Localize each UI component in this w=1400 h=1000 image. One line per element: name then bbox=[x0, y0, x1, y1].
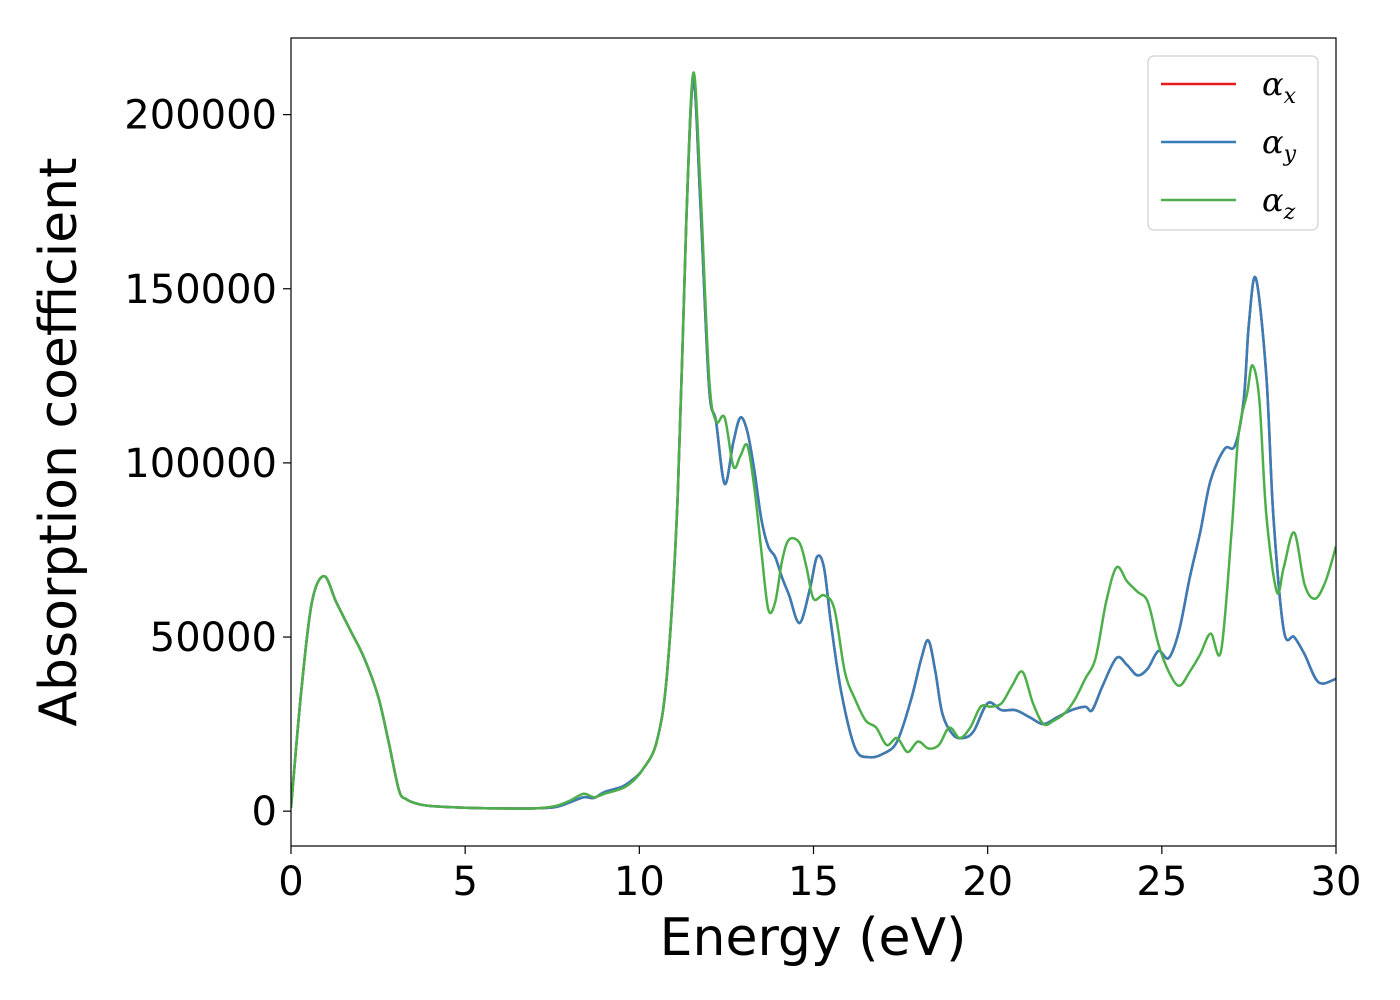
x-tick-label: 25 bbox=[1136, 859, 1187, 905]
y-tick-label: 100000 bbox=[124, 441, 277, 487]
legend-subscript: x bbox=[1284, 84, 1297, 109]
x-tick-label: 10 bbox=[614, 859, 665, 905]
legend-entry-alpha-x: αx bbox=[1262, 65, 1297, 109]
x-axis-ticks: 0 5 10 15 20 25 30 bbox=[278, 846, 1361, 905]
y-axis-ticks: 0 50000 100000 150000 200000 bbox=[124, 93, 291, 835]
y-tick-label: 200000 bbox=[124, 93, 277, 139]
x-axis-label: Energy (eV) bbox=[660, 908, 967, 968]
legend-symbol: α bbox=[1262, 181, 1284, 219]
legend-entry-alpha-y: αy bbox=[1262, 123, 1297, 167]
y-axis-label: Absorption coefficient bbox=[29, 157, 89, 726]
series-layer bbox=[291, 71, 1336, 810]
legend-subscript: y bbox=[1283, 142, 1297, 167]
legend-symbol: α bbox=[1262, 65, 1284, 103]
x-tick-label: 5 bbox=[452, 859, 477, 905]
y-tick-label: 50000 bbox=[150, 615, 277, 661]
legend-symbol: α bbox=[1262, 123, 1284, 161]
x-tick-label: 30 bbox=[1311, 859, 1362, 905]
legend-entry-alpha-z: αz bbox=[1262, 181, 1296, 225]
x-tick-label: 15 bbox=[788, 859, 839, 905]
x-tick-label: 0 bbox=[278, 859, 303, 905]
x-tick-label: 20 bbox=[962, 859, 1013, 905]
y-tick-label: 0 bbox=[252, 789, 277, 835]
y-tick-label: 150000 bbox=[124, 267, 277, 313]
legend-subscript: z bbox=[1283, 200, 1296, 225]
series-line-alpha-z bbox=[291, 71, 1336, 810]
